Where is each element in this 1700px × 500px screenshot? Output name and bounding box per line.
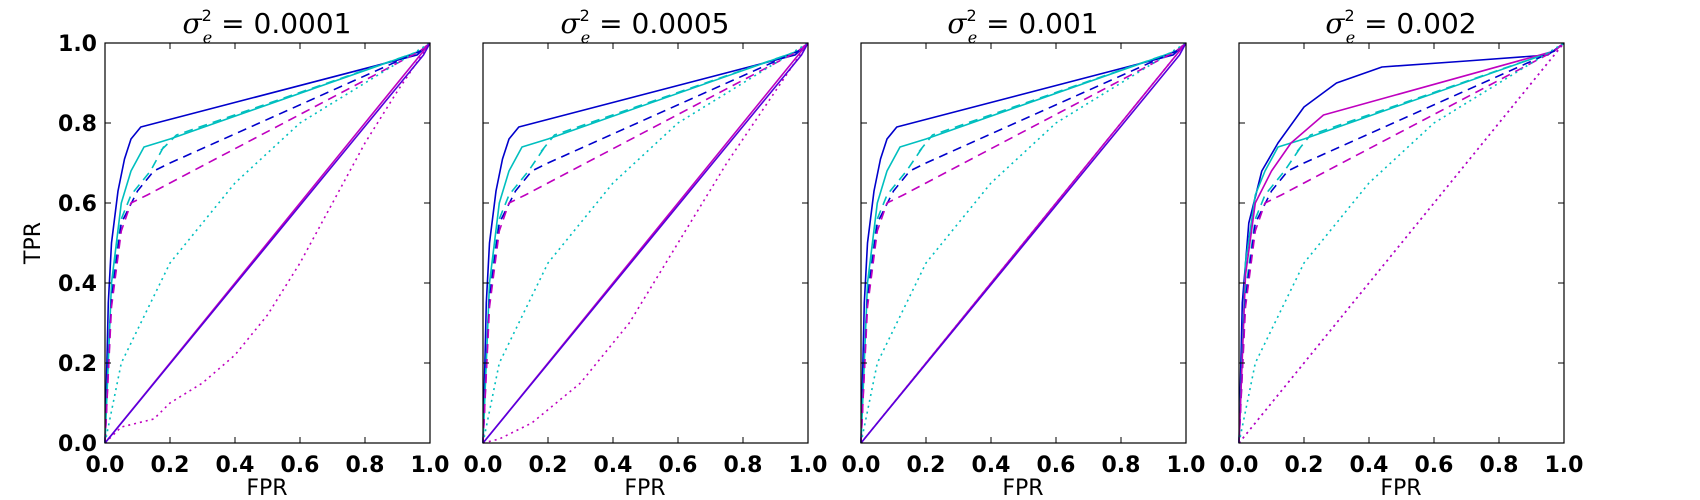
x-tick-label: 0.4: [972, 453, 1011, 478]
plot-frame: [860, 42, 1187, 444]
y-tick-label: 0.6: [58, 192, 97, 217]
x-tick-label: 0.0: [86, 453, 125, 478]
panel-1: σ2 e = 0.0001 FPR TPR 0.0 0.2 0.4 0.6 0.8 1.0 0…: [21, 6, 449, 500]
series-line-6: [482, 42, 809, 444]
series-line-9: [860, 42, 1187, 444]
series-line-5: [1238, 42, 1565, 444]
series-line-2: [104, 42, 431, 444]
y-tick-label: 0.8: [58, 112, 97, 137]
series-line-4: [482, 42, 809, 444]
series-line-2: [860, 42, 1187, 444]
plot-frame: [482, 42, 809, 444]
series-line-4: [860, 42, 1187, 444]
x-tick-label: 0.8: [1480, 453, 1519, 478]
x-tick-label: 0.4: [1350, 453, 1389, 478]
panel-4-title: σ2 e = 0.002: [1325, 6, 1476, 47]
panel-1-ylabel: TPR: [21, 222, 46, 265]
y-tick-label: 0.2: [58, 352, 97, 377]
panel-2: σ2 e = 0.0005 FPR 0.0 0.2 0.4 0.6 0.8 1.0: [464, 6, 828, 500]
x-tick-label: 1.0: [411, 453, 450, 478]
series-line-7: [482, 42, 809, 444]
x-tick-label: 0.8: [346, 453, 385, 478]
series-line-9: [482, 42, 809, 444]
series-line-6: [860, 42, 1187, 444]
x-tick-label: 0.0: [842, 453, 881, 478]
x-tick-label: 0.4: [216, 453, 255, 478]
panel-3-xlabel: FPR: [1002, 476, 1043, 500]
plot-frame: [104, 42, 431, 444]
series-line-4: [104, 42, 431, 444]
y-tick-label: 1.0: [58, 32, 97, 57]
x-tick-label: 0.6: [281, 453, 320, 478]
panel-1-title: σ2 e = 0.0001: [182, 6, 351, 47]
x-tick-label: 0.0: [1220, 453, 1259, 478]
series-line-2: [482, 42, 809, 444]
x-tick-label: 0.2: [529, 453, 568, 478]
series-line-2: [1238, 42, 1565, 444]
y-tick-label: 0.0: [58, 432, 97, 457]
x-tick-label: 1.0: [1167, 453, 1206, 478]
x-tick-label: 0.4: [594, 453, 633, 478]
x-tick-label: 0.0: [464, 453, 503, 478]
x-tick-label: 0.6: [1415, 453, 1454, 478]
panel-4-xlabel: FPR: [1380, 476, 1421, 500]
panel-3-title: σ2 e = 0.001: [947, 6, 1098, 47]
x-tick-label: 0.6: [659, 453, 698, 478]
x-tick-label: 0.2: [1285, 453, 1324, 478]
series-line-6: [104, 42, 431, 444]
series-line-3: [1238, 42, 1565, 444]
x-tick-label: 0.8: [724, 453, 763, 478]
panel-3: σ2 e = 0.001 FPR 0.0 0.2 0.4 0.6 0.8 1.0: [842, 6, 1206, 500]
x-tick-label: 0.2: [907, 453, 946, 478]
plot-frame: [1238, 42, 1565, 444]
series-line-9: [1238, 42, 1565, 444]
panel-1-xlabel: FPR: [246, 476, 287, 500]
x-tick-label: 1.0: [789, 453, 828, 478]
panel-4: σ2 e = 0.002 FPR 0.0 0.2 0.4 0.6 0.8 1.0: [1220, 6, 1584, 500]
series-line-7: [1238, 42, 1565, 444]
panel-2-xlabel: FPR: [624, 476, 665, 500]
x-tick-label: 1.0: [1545, 453, 1584, 478]
panel-2-title: σ2 e = 0.0005: [560, 6, 729, 47]
y-tick-label: 0.4: [58, 272, 97, 297]
series-line-9: [104, 42, 431, 444]
x-tick-label: 0.6: [1037, 453, 1076, 478]
x-tick-label: 0.8: [1102, 453, 1141, 478]
x-tick-label: 0.2: [151, 453, 190, 478]
